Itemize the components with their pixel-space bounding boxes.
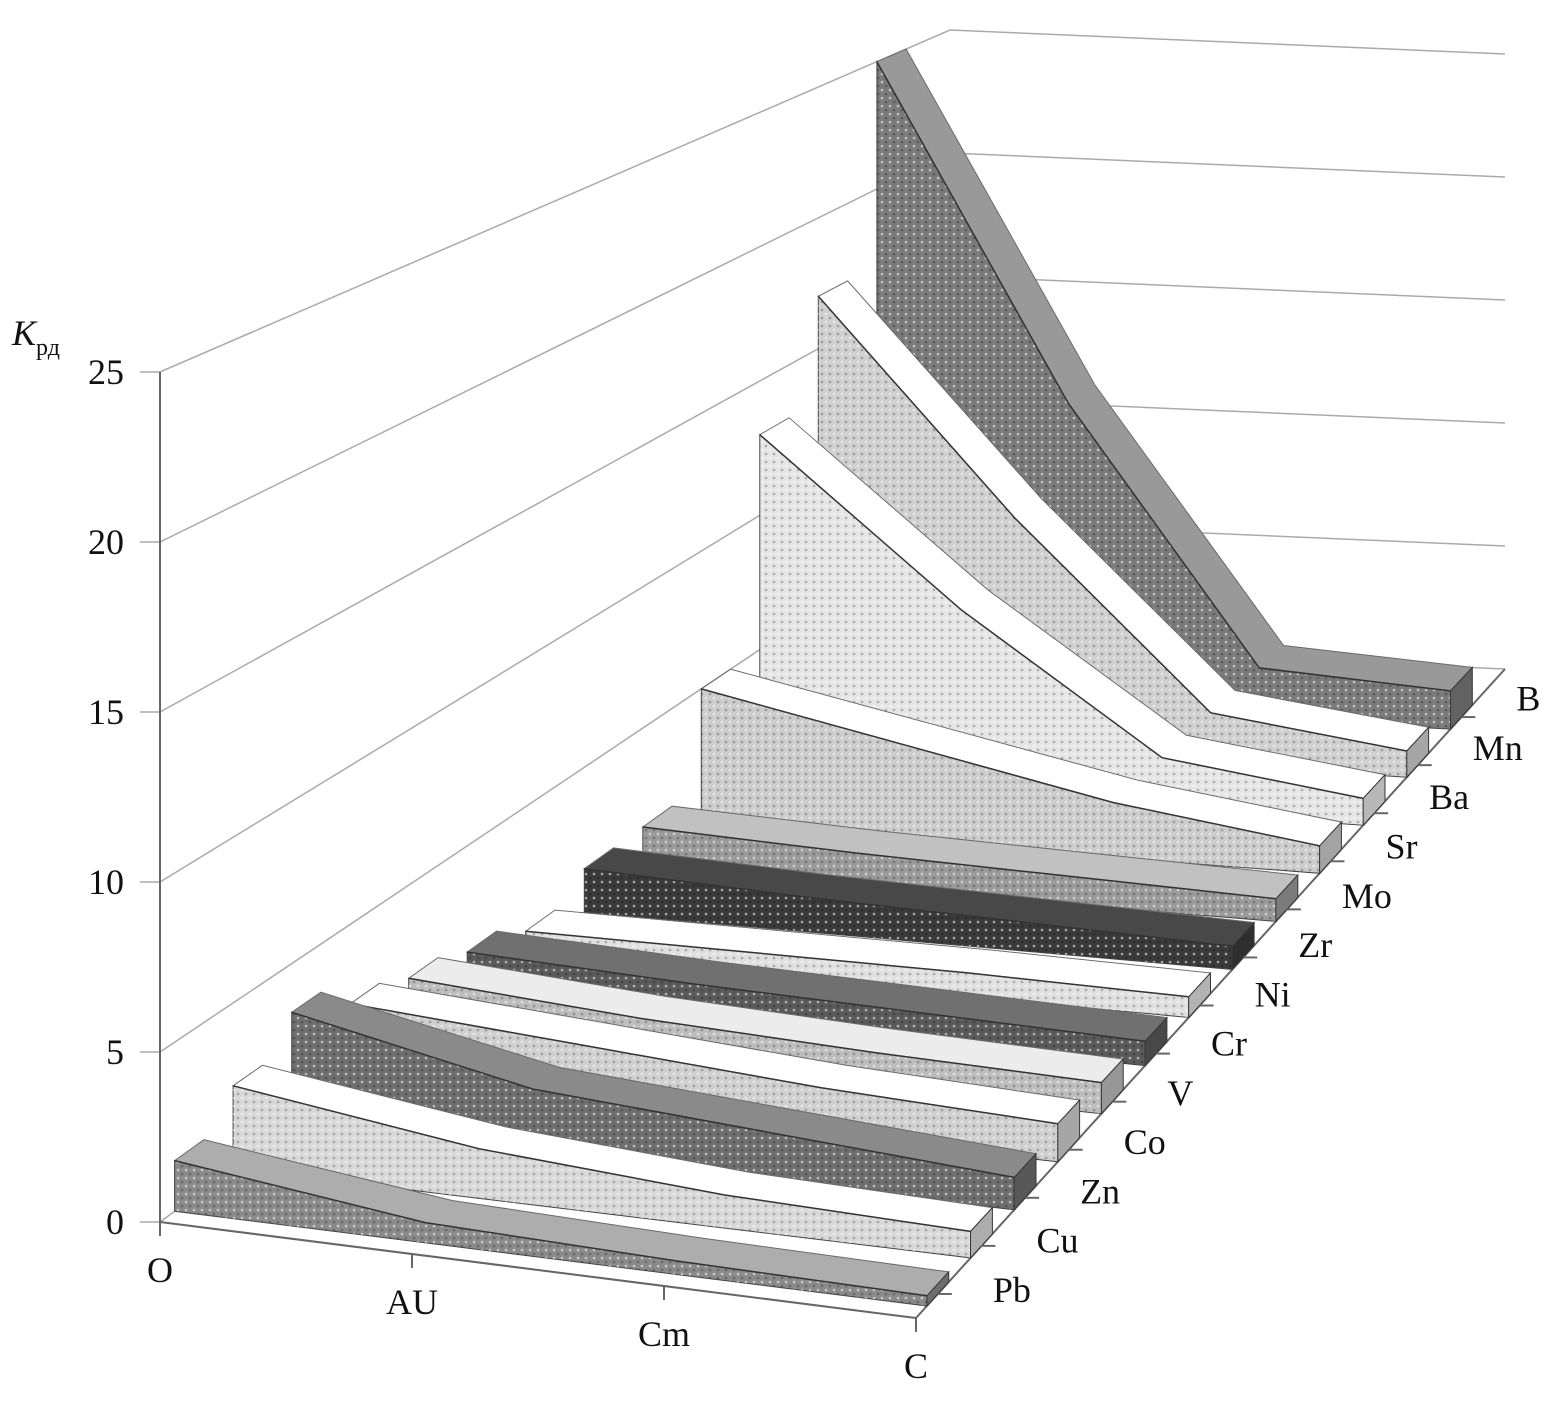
ribbon-end bbox=[1275, 873, 1299, 923]
x-tick-label: Cm bbox=[638, 1314, 690, 1354]
ribbon-texture bbox=[701, 688, 1320, 874]
series-label: Ni bbox=[1255, 974, 1291, 1014]
series-label: Cu bbox=[1036, 1221, 1078, 1261]
ribbon-end bbox=[1144, 1016, 1168, 1067]
series-label: B bbox=[1516, 679, 1540, 719]
ribbon-line bbox=[817, 295, 1407, 752]
y-tick-label: 10 bbox=[88, 862, 124, 902]
series-label: Zn bbox=[1080, 1171, 1120, 1211]
ribbon-end bbox=[1100, 1057, 1124, 1115]
ribbon-texture bbox=[291, 1012, 1015, 1210]
ribbon-texture bbox=[350, 1003, 1058, 1162]
grid-line bbox=[140, 152, 1506, 543]
ribbon-texture bbox=[525, 931, 1189, 1018]
x-tick-label: AU bbox=[386, 1282, 438, 1322]
ribbon-texture bbox=[642, 827, 1276, 922]
ribbon-line bbox=[584, 867, 1233, 948]
ribbon-end bbox=[926, 1270, 950, 1308]
series-label: Co bbox=[1124, 1122, 1166, 1162]
ribbon-line bbox=[232, 1085, 971, 1233]
ribbon-line bbox=[642, 826, 1276, 900]
grid-line bbox=[140, 29, 1506, 373]
ribbon-line bbox=[408, 977, 1102, 1084]
series-label: Sr bbox=[1385, 826, 1417, 866]
y-tick-label: 5 bbox=[106, 1032, 124, 1072]
y-tick-label: 15 bbox=[88, 692, 124, 732]
ribbon-line bbox=[174, 1159, 928, 1297]
y-tick-label: 20 bbox=[88, 522, 124, 562]
grid-line bbox=[140, 398, 1506, 883]
ribbon-end bbox=[1188, 971, 1211, 1019]
ribbon-line bbox=[701, 688, 1320, 847]
y-axis-label: Kрд bbox=[11, 313, 60, 361]
x-tick-label: O bbox=[147, 1250, 173, 1290]
grid-line bbox=[140, 275, 1506, 713]
y-tick-label: 0 bbox=[106, 1202, 124, 1242]
ribbon-line bbox=[350, 1003, 1058, 1125]
series-label: Mo bbox=[1342, 876, 1392, 916]
ribbon-end bbox=[1231, 921, 1255, 971]
ribbon-end bbox=[1362, 773, 1386, 827]
x-tick-label: C bbox=[904, 1346, 928, 1386]
ribbon-end bbox=[1406, 726, 1430, 779]
series-label: Ba bbox=[1429, 777, 1469, 817]
ribbon-line bbox=[525, 930, 1189, 998]
series-label: V bbox=[1167, 1073, 1193, 1113]
series-label: Mn bbox=[1473, 728, 1523, 768]
ribbon-line bbox=[291, 1011, 1015, 1179]
ribbon-line bbox=[876, 61, 1451, 692]
series-label: Cr bbox=[1211, 1024, 1247, 1064]
grid-line bbox=[140, 521, 1506, 1053]
x-axis bbox=[159, 1221, 917, 1319]
series-label: Zr bbox=[1298, 925, 1332, 965]
series-label: Pb bbox=[993, 1270, 1031, 1310]
ribbon-line bbox=[759, 434, 1364, 800]
ribbon-texture bbox=[584, 868, 1233, 970]
ribbon-end bbox=[1057, 1098, 1081, 1164]
ribbon-end bbox=[970, 1206, 993, 1260]
y-tick-label: 25 bbox=[88, 352, 124, 392]
ribbon-line bbox=[467, 951, 1146, 1043]
ribbon-end bbox=[1450, 666, 1473, 731]
ribbon-end bbox=[1013, 1152, 1037, 1212]
ribbon-texture bbox=[467, 952, 1146, 1066]
ribbon-end bbox=[1319, 820, 1342, 875]
